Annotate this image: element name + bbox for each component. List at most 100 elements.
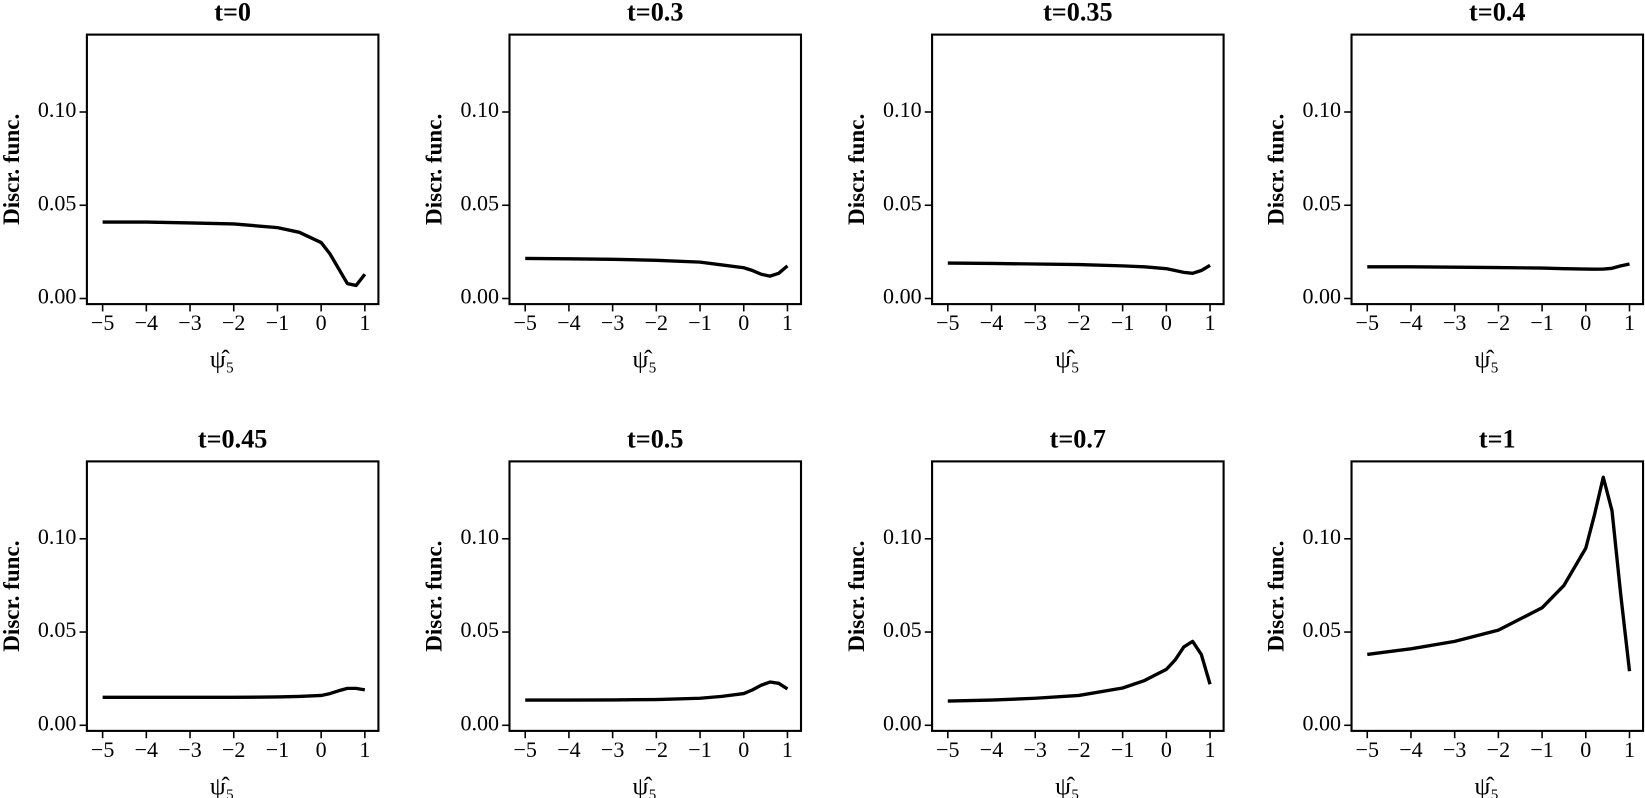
y-tick-label: 0.00 <box>38 710 77 735</box>
x-tick-label: 0 <box>1580 310 1591 335</box>
x-tick-label: −2 <box>1067 737 1090 762</box>
x-axis-label: ψ̂₅ <box>210 347 235 374</box>
x-tick-label: −3 <box>1443 737 1466 762</box>
x-axis-label: ψ̂₅ <box>632 773 657 798</box>
y-tick-label: 0.00 <box>1303 710 1342 735</box>
x-axis-label: ψ̂₅ <box>1475 773 1500 798</box>
y-tick-label: 0.00 <box>1303 284 1342 309</box>
x-tick-label: 0 <box>316 737 327 762</box>
x-tick-label: −5 <box>936 737 959 762</box>
x-tick-label: 1 <box>782 737 793 762</box>
x-tick-label: −1 <box>266 737 289 762</box>
x-axis-label: ψ̂₅ <box>1055 347 1080 374</box>
x-tick-label: −4 <box>135 737 158 762</box>
x-tick-label: −2 <box>222 737 245 762</box>
y-tick-label: 0.05 <box>38 617 77 642</box>
y-tick-label: 0.10 <box>38 524 77 549</box>
y-tick-label: 0.10 <box>883 97 922 122</box>
data-line <box>947 639 1212 703</box>
x-tick-label: −4 <box>1399 310 1422 335</box>
data-line <box>525 680 789 702</box>
y-tick-label: 0.05 <box>1303 617 1342 642</box>
x-tick-label: −4 <box>980 737 1003 762</box>
chart-title: t=0.7 <box>1050 424 1106 453</box>
plot-frame <box>85 33 380 306</box>
y-tick-label: 0.10 <box>1303 524 1342 549</box>
x-tick-label: −1 <box>1111 737 1134 762</box>
y-tick-label: 0.10 <box>460 524 499 549</box>
data-line <box>1367 475 1632 672</box>
x-tick-label: −4 <box>135 310 158 335</box>
x-tick-label: 0 <box>316 310 327 335</box>
x-axis-label: ψ̂₅ <box>1475 347 1500 374</box>
x-tick-label: −2 <box>1487 310 1510 335</box>
x-tick-label: −1 <box>688 737 711 762</box>
x-tick-label: −2 <box>1067 310 1090 335</box>
x-tick-label: −5 <box>91 310 114 335</box>
x-tick-label: −1 <box>1530 310 1553 335</box>
y-tick-label: 0.00 <box>883 710 922 735</box>
x-tick-label: −5 <box>514 737 537 762</box>
data-line <box>102 686 366 699</box>
x-tick-label: −1 <box>1530 737 1553 762</box>
plot-frame <box>931 33 1225 306</box>
x-tick-label: 1 <box>1624 310 1635 335</box>
y-tick-label: 0.10 <box>883 524 922 549</box>
x-axis-label: ψ̂₅ <box>632 347 657 374</box>
x-tick-label: −3 <box>178 310 201 335</box>
plot-frame <box>1350 460 1645 732</box>
x-tick-label: −3 <box>601 310 624 335</box>
chart-title: t=0 <box>214 0 251 27</box>
plot-frame <box>931 460 1225 732</box>
chart-title: t=0.5 <box>627 424 683 453</box>
x-tick-label: −1 <box>266 310 289 335</box>
y-tick-label: 0.00 <box>38 284 77 309</box>
chart-title: t=1 <box>1479 424 1516 453</box>
plot-frame <box>1350 33 1645 306</box>
data-line <box>525 256 789 278</box>
x-axis-label: ψ̂₅ <box>1055 773 1080 798</box>
y-tick-label: 0.00 <box>883 284 922 309</box>
y-axis-label: Discr. func. <box>420 541 446 652</box>
y-tick-label: 0.05 <box>1303 190 1342 215</box>
x-tick-label: 0 <box>1580 737 1591 762</box>
x-tick-label: −4 <box>557 737 580 762</box>
data-line <box>102 220 367 288</box>
x-tick-label: −3 <box>1024 737 1047 762</box>
x-tick-label: −3 <box>601 737 624 762</box>
y-tick-label: 0.05 <box>883 190 922 215</box>
y-axis-label: Discr. func. <box>843 541 869 652</box>
x-tick-label: −5 <box>514 310 537 335</box>
x-tick-label: 0 <box>738 737 749 762</box>
y-tick-label: 0.10 <box>38 97 77 122</box>
x-tick-label: 1 <box>1205 737 1216 762</box>
y-axis-label: Discr. func. <box>1262 114 1288 225</box>
chart-title: t=0.35 <box>1043 0 1113 27</box>
y-axis-label: Discr. func. <box>843 114 869 225</box>
x-tick-label: 1 <box>1205 310 1216 335</box>
x-tick-label: −5 <box>1356 310 1379 335</box>
y-axis-label: Discr. func. <box>420 114 446 225</box>
x-tick-label: 1 <box>1624 737 1635 762</box>
data-line <box>1367 262 1630 271</box>
x-tick-label: −4 <box>1399 737 1422 762</box>
y-tick-label: 0.00 <box>460 710 499 735</box>
y-tick-label: 0.10 <box>1303 97 1342 122</box>
x-tick-label: −2 <box>645 310 668 335</box>
chart-title: t=0.45 <box>198 424 268 453</box>
x-tick-label: 1 <box>359 737 370 762</box>
plot-frame <box>85 460 380 732</box>
x-tick-label: −4 <box>980 310 1003 335</box>
x-tick-label: −1 <box>1111 310 1134 335</box>
x-tick-label: −2 <box>222 310 245 335</box>
y-axis-label: Discr. func. <box>0 541 24 652</box>
x-tick-label: 0 <box>1161 737 1172 762</box>
x-tick-label: 0 <box>1161 310 1172 335</box>
y-tick-label: 0.00 <box>460 284 499 309</box>
chart-title: t=0.3 <box>627 0 683 27</box>
x-tick-label: −4 <box>557 310 580 335</box>
x-tick-label: −2 <box>645 737 668 762</box>
x-tick-label: −3 <box>1443 310 1466 335</box>
